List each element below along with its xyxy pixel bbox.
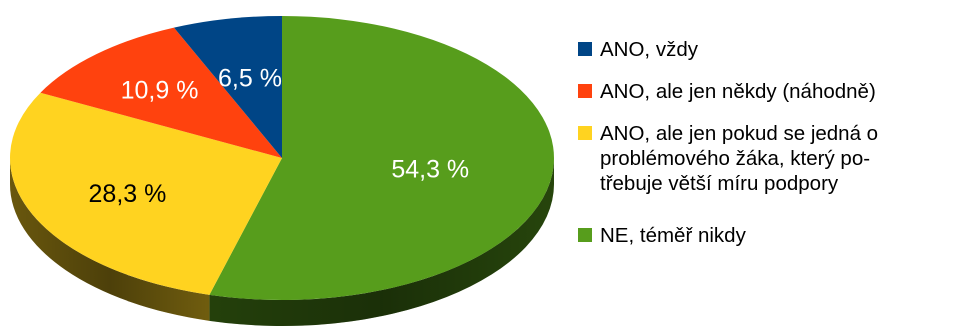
- legend-item: ANO, vždy: [578, 37, 698, 62]
- pie-slice: [40, 27, 283, 159]
- legend-label: ANO, ale jen pokud se jedná o problémové…: [600, 122, 879, 195]
- legend-swatch: [578, 42, 592, 56]
- pie-slice: [209, 16, 554, 300]
- legend-label: ANO, ale jen někdy (náhodně): [600, 80, 876, 103]
- legend-swatch: [578, 126, 592, 140]
- legend-label: NE, téměř nikdy: [600, 224, 746, 247]
- pie-value-label: 6,5 %: [218, 64, 282, 92]
- legend-swatch: [578, 84, 592, 98]
- pie-value-label: 54,3 %: [391, 156, 469, 184]
- pie-value-label: 28,3 %: [89, 180, 167, 208]
- pie-value-label: 10,9 %: [121, 76, 199, 104]
- pie-value-labels: 54,3 % 28,3 % 10,9 % 6,5 %: [89, 64, 470, 208]
- pie-slices: [10, 16, 554, 300]
- pie-slice: [173, 16, 282, 158]
- legend-item: NE, téměř nikdy: [578, 223, 746, 248]
- pie-side-shade: [10, 158, 210, 321]
- legend-item: ANO, ale jen někdy (náhodně): [578, 79, 876, 104]
- pie-side-shade: [209, 158, 554, 327]
- pie-side-walls: [10, 158, 554, 327]
- legend: ANO, vždy ANO, ale jen někdy (náhodně) A…: [578, 0, 960, 331]
- legend-swatch: [578, 228, 592, 242]
- legend-label: ANO, vždy: [600, 38, 698, 61]
- legend-item: ANO, ale jen pokud se jedná o problémové…: [578, 121, 960, 196]
- pie-chart: 54,3 % 28,3 % 10,9 % 6,5 %: [10, 16, 554, 327]
- pie-slice: [10, 92, 282, 295]
